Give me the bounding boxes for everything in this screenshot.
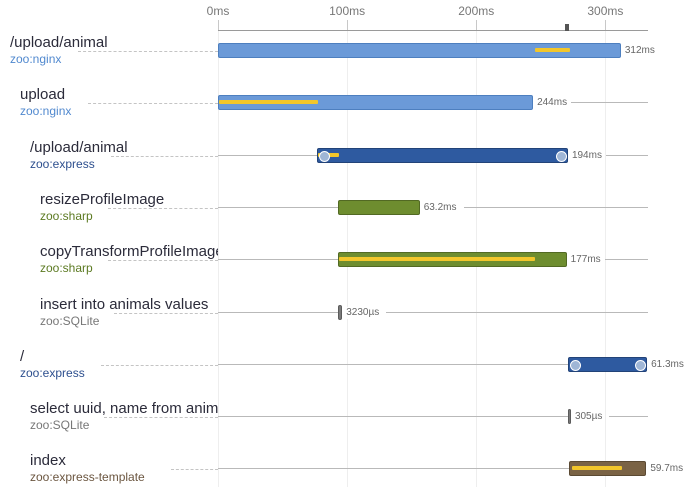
span-bar[interactable]	[338, 252, 567, 268]
span-row[interactable]: /upload/animal zoo:express 194ms	[0, 139, 700, 191]
connector-dashed-line	[107, 260, 218, 262]
timeline-track	[218, 259, 339, 261]
timeline-track	[218, 416, 568, 418]
connector-dashed-line	[110, 155, 218, 157]
span-service: zoo:express-template	[30, 470, 145, 485]
span-name: /upload/animal	[30, 138, 128, 156]
span-service: zoo:nginx	[20, 104, 72, 119]
span-bar[interactable]	[317, 147, 568, 163]
span-duration: 305µs	[571, 411, 606, 424]
axis-tick	[347, 20, 349, 30]
span-row[interactable]: select uuid, name from animals zoo:SQLite…	[0, 400, 700, 452]
span-row[interactable]: / zoo:express 61.3ms	[0, 348, 700, 400]
axis-tick-label: 0ms	[206, 4, 230, 18]
span-service: zoo:express	[30, 156, 95, 171]
timeline-track	[608, 416, 648, 418]
timeline-track	[604, 259, 648, 261]
span-service: zoo:SQLite	[30, 418, 90, 433]
axis-tick	[476, 20, 478, 30]
span-row[interactable]: copyTransformProfileImage zoo:sharp 177ms	[0, 243, 700, 295]
span-self-time-bar	[571, 466, 622, 471]
span-service: zoo:sharp	[40, 261, 93, 276]
axis-tick-label: 100ms	[329, 4, 366, 18]
bar-right-handle[interactable]	[555, 150, 567, 162]
span-self-time-bar	[339, 257, 536, 262]
axis-tick-label: 200ms	[458, 4, 495, 18]
span-row[interactable]: upload zoo:nginx 244ms	[0, 86, 700, 138]
timeline-track	[386, 311, 648, 313]
span-duration: 194ms	[568, 149, 605, 162]
grid-line	[218, 31, 219, 487]
span-row[interactable]: resizeProfileImage zoo:sharp 63.2ms	[0, 191, 700, 243]
connector-dashed-line	[114, 312, 218, 314]
timeline-track	[463, 206, 648, 208]
timeline-track	[218, 154, 318, 156]
span-service: zoo:nginx	[10, 52, 62, 66]
span-name: insert into animals values	[40, 295, 209, 313]
span-row[interactable]: /upload/animal zoo:nginx 312ms	[0, 34, 700, 86]
span-service: zoo:sharp	[40, 208, 93, 223]
timeline-track	[218, 468, 570, 470]
span-service: zoo:express	[20, 365, 85, 380]
axis-line	[218, 30, 648, 31]
span-service: zoo:SQLite	[40, 313, 100, 328]
span-duration: 312ms	[621, 45, 658, 57]
span-name: /	[20, 347, 25, 365]
span-duration: 59.7ms	[647, 463, 687, 476]
span-row[interactable]: insert into animals values zoo:SQLite 3230…	[0, 296, 700, 348]
timeline-axis: 0ms 100ms 200ms 300ms	[0, 0, 700, 32]
span-duration: 61.3ms	[648, 358, 687, 371]
axis-tick	[218, 20, 219, 30]
span-name: index	[30, 452, 66, 470]
timeline-track	[218, 311, 339, 313]
span-row[interactable]: index zoo:express-template 59.7ms	[0, 452, 700, 504]
span-bar[interactable]	[218, 43, 621, 58]
axis-tick-label: 300ms	[587, 4, 624, 18]
span-name: upload	[20, 86, 66, 104]
grid-line	[605, 31, 607, 487]
bar-left-handle[interactable]	[319, 150, 331, 162]
span-duration: 244ms	[534, 97, 571, 110]
span-bar[interactable]	[218, 95, 534, 111]
connector-dashed-line	[170, 469, 218, 471]
axis-tick	[605, 20, 607, 30]
span-self-time-bar	[219, 100, 319, 105]
span-name: resizeProfileImage	[40, 190, 165, 208]
timeline-track	[571, 102, 648, 104]
span-name: /upload/animal	[10, 34, 108, 51]
span-bar[interactable]	[338, 199, 420, 215]
bar-left-handle[interactable]	[569, 359, 581, 371]
span-duration: 3230µs	[343, 306, 383, 319]
span-name: select uuid, name from animals	[30, 400, 218, 418]
span-bar[interactable]	[338, 304, 343, 320]
time-cursor-marker[interactable]	[565, 24, 569, 31]
bar-right-handle[interactable]	[635, 359, 647, 371]
span-self-time-bar	[535, 48, 571, 52]
connector-dashed-line	[100, 364, 218, 366]
timeline-track	[218, 206, 339, 208]
timeline-track	[218, 363, 568, 365]
connector-dashed-line	[87, 103, 218, 105]
connector-dashed-line	[107, 207, 218, 209]
connector-dashed-line	[77, 51, 218, 52]
span-duration: 63.2ms	[420, 201, 460, 214]
span-name: copyTransformProfileImage	[40, 243, 218, 261]
connector-dashed-line	[104, 417, 218, 419]
timeline-track	[605, 154, 648, 156]
span-bar[interactable]	[567, 356, 648, 372]
span-duration: 177ms	[567, 254, 604, 267]
span-bar[interactable]	[569, 461, 647, 477]
span-bar[interactable]	[567, 409, 571, 425]
